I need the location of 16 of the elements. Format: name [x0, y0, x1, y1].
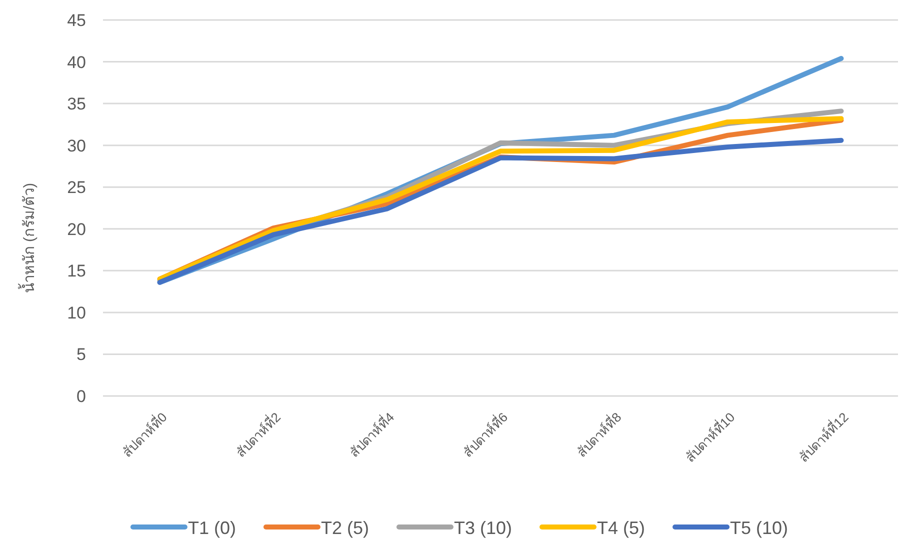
legend-label: T4 (5) — [597, 518, 646, 538]
y-axis-title: น้ำหนัก (กรัม/ตัว) — [18, 182, 38, 294]
y-tick-label: 15 — [67, 262, 86, 281]
y-tick-label: 40 — [67, 52, 86, 72]
y-tick-label: 35 — [67, 94, 86, 114]
y-tick-label: 20 — [67, 220, 86, 239]
legend-label: T2 (5) — [320, 518, 369, 538]
legend-label: T5 (10) — [730, 518, 788, 538]
y-tick-label: 30 — [67, 136, 86, 156]
y-tick-label: 5 — [76, 345, 86, 364]
y-tick-label: 10 — [67, 303, 86, 322]
y-tick-label: 25 — [67, 178, 86, 198]
y-tick-label: 0 — [76, 387, 86, 406]
legend-label: T1 (0) — [188, 518, 236, 538]
y-tick-label: 45 — [67, 11, 86, 30]
legend-label: T3 (10) — [454, 518, 512, 538]
